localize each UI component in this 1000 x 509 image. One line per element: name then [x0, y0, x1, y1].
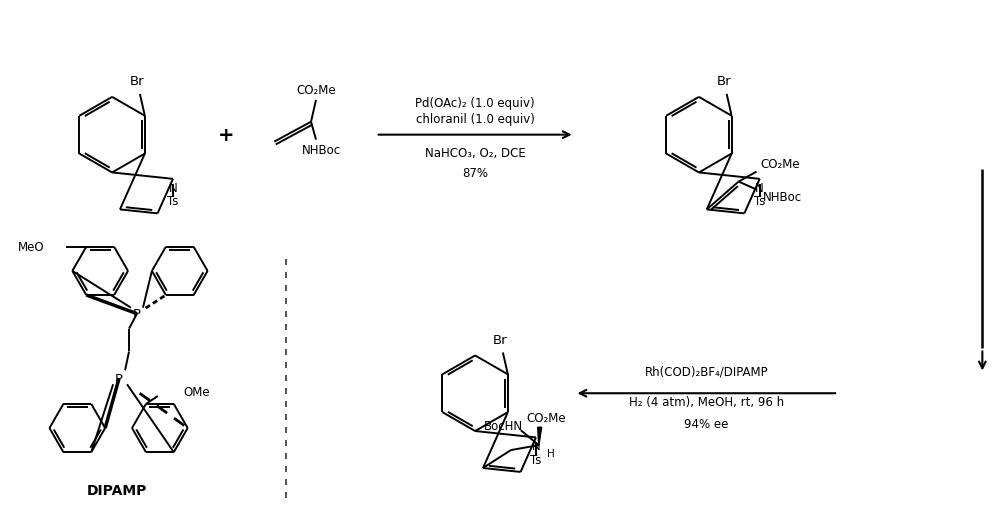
Text: P: P — [115, 372, 123, 385]
Text: chloranil (1.0 equiv): chloranil (1.0 equiv) — [416, 113, 535, 126]
Text: Pd(OAc)₂ (1.0 equiv): Pd(OAc)₂ (1.0 equiv) — [415, 97, 535, 110]
Text: Ts: Ts — [530, 453, 542, 466]
Text: NaHCO₃, O₂, DCE: NaHCO₃, O₂, DCE — [425, 147, 526, 160]
Text: H: H — [547, 448, 554, 458]
Text: Ts: Ts — [754, 195, 765, 208]
Polygon shape — [538, 428, 542, 445]
Text: Rh(COD)₂BF₄/DIPAMP: Rh(COD)₂BF₄/DIPAMP — [645, 365, 768, 378]
Text: MeO: MeO — [18, 241, 44, 254]
Text: Br: Br — [493, 333, 507, 346]
Text: P: P — [133, 307, 141, 321]
Text: Ts: Ts — [167, 195, 179, 208]
Text: CO₂Me: CO₂Me — [761, 158, 800, 171]
Text: N: N — [755, 182, 764, 194]
Text: N: N — [532, 440, 540, 453]
Text: DIPAMP: DIPAMP — [87, 483, 147, 497]
Text: 94% ee: 94% ee — [684, 417, 729, 430]
Text: CO₂Me: CO₂Me — [296, 84, 336, 97]
Text: +: + — [218, 126, 235, 145]
Text: N: N — [169, 182, 177, 194]
Text: CO₂Me: CO₂Me — [527, 411, 566, 424]
Text: Br: Br — [716, 75, 731, 88]
Text: OMe: OMe — [184, 386, 210, 399]
Text: BocHN: BocHN — [484, 419, 523, 432]
Text: Br: Br — [130, 75, 144, 88]
Text: NHBoc: NHBoc — [763, 190, 802, 204]
Text: H₂ (4 atm), MeOH, rt, 96 h: H₂ (4 atm), MeOH, rt, 96 h — [629, 395, 784, 408]
Text: NHBoc: NHBoc — [301, 144, 341, 157]
Text: 87%: 87% — [462, 166, 488, 180]
